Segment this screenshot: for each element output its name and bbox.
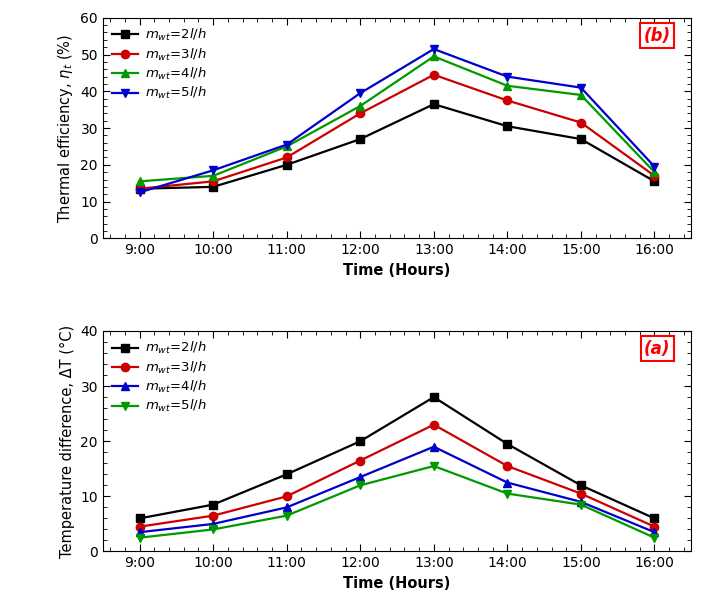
$m_{wt}$=4$l/h$ (503, 479, 512, 486)
$m_{wt}$=3$l/h$ (650, 173, 659, 180)
$m_{wt}$=5$l/h$ (356, 482, 364, 489)
$m_{wt}$=3$l/h$ (209, 512, 218, 519)
$m_{wt}$=5$l/h$ (209, 526, 218, 533)
$m_{wt}$=5$l/h$ (650, 534, 659, 541)
$m_{wt}$=5$l/h$ (430, 463, 438, 470)
$m_{wt}$=5$l/h$ (282, 141, 291, 148)
$m_{wt}$=2$l/h$ (282, 161, 291, 168)
$m_{wt}$=2$l/h$ (576, 482, 585, 489)
Legend: $m_{wt}$=2$l/h$, $m_{wt}$=3$l/h$, $m_{wt}$=4$l/h$, $m_{wt}$=5$l/h$: $m_{wt}$=2$l/h$, $m_{wt}$=3$l/h$, $m_{wt… (109, 337, 209, 417)
$m_{wt}$=5$l/h$ (209, 167, 218, 174)
$m_{wt}$=2$l/h$ (135, 515, 144, 522)
Line: $m_{wt}$=3$l/h$: $m_{wt}$=3$l/h$ (135, 420, 659, 531)
Text: (b): (b) (644, 27, 671, 44)
$m_{wt}$=3$l/h$ (135, 523, 144, 530)
Line: $m_{wt}$=3$l/h$: $m_{wt}$=3$l/h$ (135, 71, 659, 193)
$m_{wt}$=3$l/h$ (503, 463, 512, 470)
$m_{wt}$=3$l/h$ (356, 457, 364, 464)
$m_{wt}$=4$l/h$ (209, 173, 218, 180)
$m_{wt}$=4$l/h$ (282, 504, 291, 511)
$m_{wt}$=4$l/h$ (650, 528, 659, 535)
$m_{wt}$=3$l/h$ (576, 119, 585, 126)
$m_{wt}$=3$l/h$ (650, 523, 659, 530)
$m_{wt}$=4$l/h$ (503, 82, 512, 90)
Y-axis label: Temperature difference, ΔT (°C): Temperature difference, ΔT (°C) (60, 324, 74, 558)
$m_{wt}$=4$l/h$ (356, 103, 364, 110)
$m_{wt}$=5$l/h$ (576, 84, 585, 91)
$m_{wt}$=3$l/h$ (282, 493, 291, 500)
Line: $m_{wt}$=4$l/h$: $m_{wt}$=4$l/h$ (135, 52, 659, 186)
Legend: $m_{wt}$=2$l/h$, $m_{wt}$=3$l/h$, $m_{wt}$=4$l/h$, $m_{wt}$=5$l/h$: $m_{wt}$=2$l/h$, $m_{wt}$=3$l/h$, $m_{wt… (109, 24, 209, 104)
$m_{wt}$=4$l/h$ (576, 91, 585, 98)
$m_{wt}$=3$l/h$ (430, 421, 438, 428)
$m_{wt}$=5$l/h$ (282, 512, 291, 519)
$m_{wt}$=4$l/h$ (135, 178, 144, 185)
$m_{wt}$=4$l/h$ (576, 498, 585, 505)
Line: $m_{wt}$=5$l/h$: $m_{wt}$=5$l/h$ (135, 462, 659, 542)
$m_{wt}$=5$l/h$ (430, 46, 438, 53)
$m_{wt}$=5$l/h$ (135, 534, 144, 541)
Line: $m_{wt}$=2$l/h$: $m_{wt}$=2$l/h$ (135, 100, 659, 193)
$m_{wt}$=2$l/h$ (356, 136, 364, 143)
Y-axis label: Thermal efficiency, $\eta_t$ (%): Thermal efficiency, $\eta_t$ (%) (56, 33, 74, 223)
$m_{wt}$=3$l/h$ (282, 154, 291, 161)
$m_{wt}$=2$l/h$ (503, 441, 512, 448)
$m_{wt}$=2$l/h$ (650, 178, 659, 185)
$m_{wt}$=4$l/h$ (356, 473, 364, 480)
$m_{wt}$=3$l/h$ (356, 110, 364, 117)
$m_{wt}$=3$l/h$ (576, 490, 585, 497)
$m_{wt}$=5$l/h$ (503, 490, 512, 497)
$m_{wt}$=5$l/h$ (356, 90, 364, 97)
$m_{wt}$=3$l/h$ (430, 71, 438, 78)
$m_{wt}$=3$l/h$ (135, 185, 144, 192)
$m_{wt}$=4$l/h$ (135, 528, 144, 535)
$m_{wt}$=2$l/h$ (430, 101, 438, 108)
Line: $m_{wt}$=5$l/h$: $m_{wt}$=5$l/h$ (135, 45, 659, 196)
$m_{wt}$=4$l/h$ (430, 443, 438, 450)
$m_{wt}$=2$l/h$ (135, 185, 144, 192)
$m_{wt}$=3$l/h$ (503, 97, 512, 104)
$m_{wt}$=5$l/h$ (576, 501, 585, 508)
$m_{wt}$=2$l/h$ (503, 123, 512, 130)
$m_{wt}$=2$l/h$ (430, 394, 438, 401)
$m_{wt}$=2$l/h$ (209, 183, 218, 190)
$m_{wt}$=4$l/h$ (650, 168, 659, 176)
$m_{wt}$=2$l/h$ (356, 438, 364, 445)
$m_{wt}$=3$l/h$ (209, 178, 218, 185)
Line: $m_{wt}$=2$l/h$: $m_{wt}$=2$l/h$ (135, 393, 659, 522)
$m_{wt}$=4$l/h$ (282, 143, 291, 150)
$m_{wt}$=4$l/h$ (209, 521, 218, 528)
Text: (a): (a) (644, 340, 671, 358)
X-axis label: Time (Hours): Time (Hours) (343, 576, 451, 591)
$m_{wt}$=5$l/h$ (135, 189, 144, 196)
$m_{wt}$=2$l/h$ (650, 515, 659, 522)
$m_{wt}$=2$l/h$ (576, 136, 585, 143)
$m_{wt}$=2$l/h$ (282, 471, 291, 478)
$m_{wt}$=2$l/h$ (209, 501, 218, 508)
X-axis label: Time (Hours): Time (Hours) (343, 263, 451, 278)
$m_{wt}$=5$l/h$ (650, 163, 659, 170)
$m_{wt}$=5$l/h$ (503, 73, 512, 80)
Line: $m_{wt}$=4$l/h$: $m_{wt}$=4$l/h$ (135, 442, 659, 536)
$m_{wt}$=4$l/h$ (430, 53, 438, 60)
